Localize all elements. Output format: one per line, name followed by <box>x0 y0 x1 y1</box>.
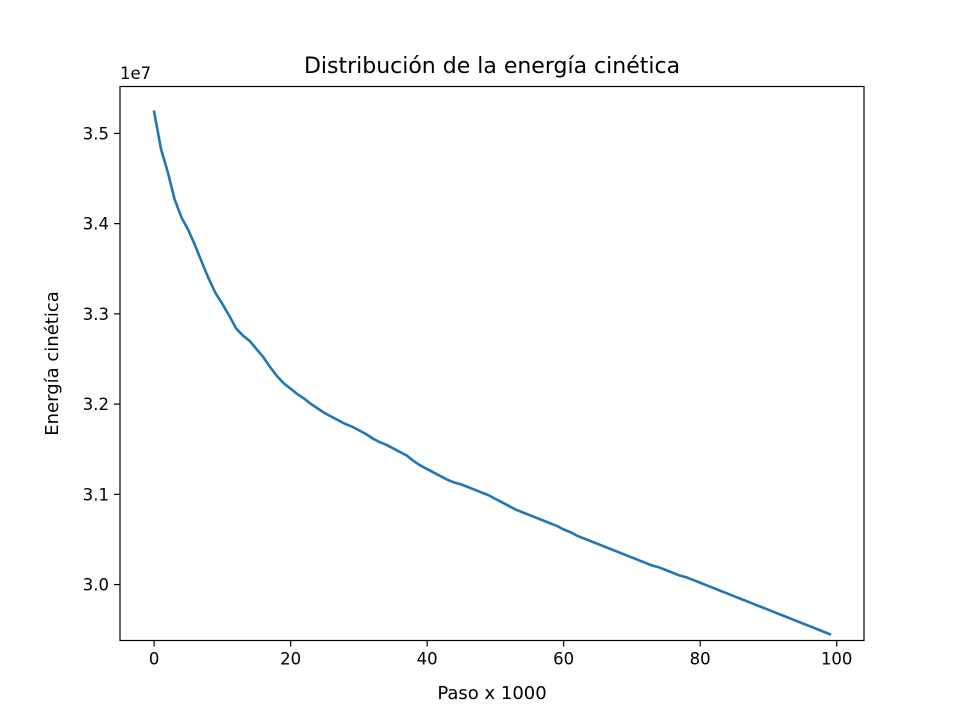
y-tick-label: 3.3 <box>83 305 109 324</box>
series-layer <box>152 110 832 636</box>
x-tick-label: 100 <box>821 650 853 669</box>
x-tick-label: 60 <box>553 650 574 669</box>
plot-area <box>120 86 864 641</box>
y-tick-label: 3.0 <box>83 576 109 595</box>
x-tick-label: 80 <box>690 650 711 669</box>
y-axis-label: Energía cinética <box>42 291 63 435</box>
y-tick-label: 3.1 <box>83 485 109 504</box>
x-axis-label: Paso x 1000 <box>437 683 546 704</box>
y-tick-label: 3.4 <box>83 215 109 234</box>
chart-title: Distribución de la energía cinética <box>304 54 680 79</box>
y-axis: 3.0 3.1 3.2 3.3 3.4 3.5 <box>83 124 120 595</box>
plot-frame <box>119 85 865 642</box>
y-axis-offset-label: 1e7 <box>120 64 151 83</box>
y-tick-label: 3.5 <box>83 124 109 143</box>
y-tick-label: 3.2 <box>83 395 109 414</box>
x-tick-label: 40 <box>417 650 438 669</box>
x-axis: 0 20 40 60 80 100 <box>149 640 853 669</box>
series-line <box>152 110 832 636</box>
x-tick-label: 0 <box>149 650 160 669</box>
x-tick-label: 20 <box>280 650 301 669</box>
